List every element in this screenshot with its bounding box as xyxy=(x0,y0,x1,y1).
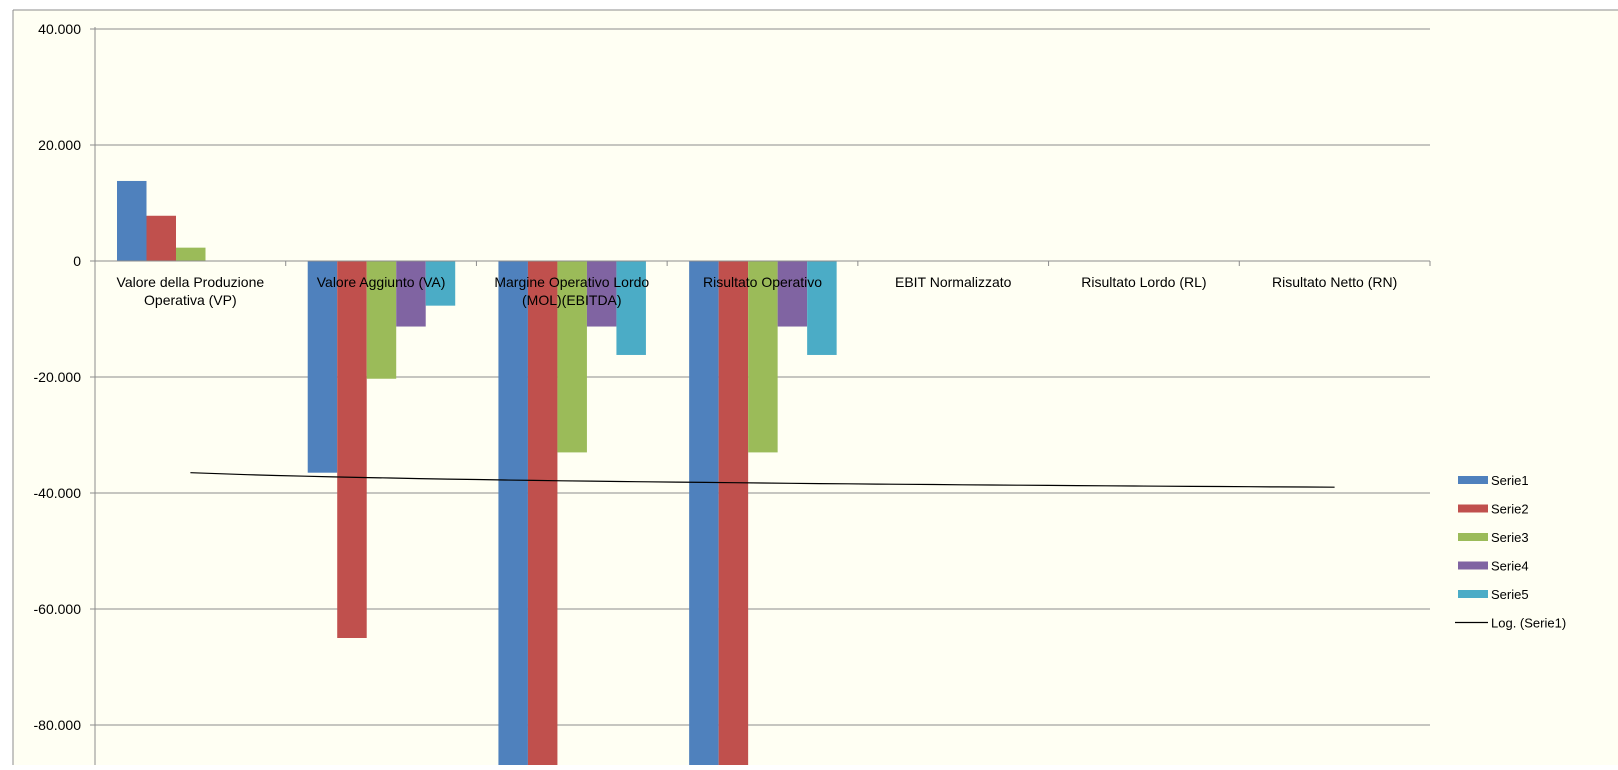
legend-label-serie4: Serie4 xyxy=(1491,559,1529,574)
y-tick-label: -60.000 xyxy=(34,601,82,617)
x-category-label-line: Operativa (VP) xyxy=(144,292,237,308)
bar-serie2-0 xyxy=(146,215,176,261)
bar-serie5-3 xyxy=(807,261,837,355)
legend-swatch-serie1 xyxy=(1458,476,1488,484)
trend-layer xyxy=(190,472,1335,488)
x-category-label-line: Risultato Netto (RN) xyxy=(1272,274,1397,290)
x-category-label: Risultato Lordo (RL) xyxy=(1081,274,1206,290)
legend-label-serie5: Serie5 xyxy=(1491,587,1529,602)
bar-serie5-2 xyxy=(616,261,646,355)
bar-serie5-1 xyxy=(425,261,456,306)
x-category-label-line: Risultato Lordo (RL) xyxy=(1081,274,1206,290)
x-category-label: Risultato Netto (RN) xyxy=(1272,274,1397,290)
y-tick-label: 40.000 xyxy=(38,21,81,37)
plot-background xyxy=(13,10,1618,765)
y-tick-label: -20.000 xyxy=(34,369,82,385)
bar-serie3-0 xyxy=(176,247,206,261)
bars-layer xyxy=(117,180,837,765)
legend-label-serie2: Serie2 xyxy=(1491,502,1529,517)
bar-serie1-0 xyxy=(117,180,147,261)
trendline-log-serie1 xyxy=(190,472,1335,488)
x-category-label-line: Risultato Operativo xyxy=(703,274,822,290)
x-category-label: Risultato Operativo xyxy=(703,274,822,290)
bar-serie1-2 xyxy=(498,261,528,765)
legend-label-trendline: Log. (Serie1) xyxy=(1491,616,1566,631)
y-tick-label: -80.000 xyxy=(34,717,82,733)
bar-serie4-2 xyxy=(586,261,617,327)
legend-swatch-serie4 xyxy=(1458,561,1488,570)
x-category-label-line: Margine Operativo Lordo xyxy=(494,274,649,290)
bar-serie3-1 xyxy=(366,261,397,379)
y-tick-label: 20.000 xyxy=(38,137,81,153)
legend-label-serie3: Serie3 xyxy=(1491,530,1529,545)
bar-serie3-2 xyxy=(557,261,587,453)
x-category-label-line: Valore Aggiunto (VA) xyxy=(317,274,446,290)
y-tick-label: -40.000 xyxy=(34,485,82,501)
bar-serie2-3 xyxy=(718,261,749,765)
legend-label-serie1: Serie1 xyxy=(1491,473,1529,488)
bar-serie1-1 xyxy=(307,261,338,473)
legend-swatch-serie3 xyxy=(1458,533,1488,541)
x-category-label: Valore della Produzione Operativa (VP) xyxy=(117,274,265,308)
x-category-label-line: EBIT Normalizzato xyxy=(895,274,1012,290)
y-tick-label: 0 xyxy=(73,253,81,269)
x-category-label: Margine Operativo Lordo (MOL)(EBITDA) xyxy=(494,274,649,308)
bar-serie4-3 xyxy=(777,261,808,327)
bar-serie1-3 xyxy=(689,261,719,765)
x-category-label-line: Valore della Produzione xyxy=(117,274,265,290)
bar-serie2-1 xyxy=(337,261,367,638)
bar-serie3-3 xyxy=(748,261,778,453)
bar-serie2-2 xyxy=(527,261,558,765)
axis-layer: 40.000 20.000 0 -20.000 -40.000 -60.000 -80.00… xyxy=(34,21,1431,765)
legend-swatch-serie5 xyxy=(1458,590,1488,598)
bar-serie4-1 xyxy=(396,261,426,327)
legend-swatch-serie2 xyxy=(1458,504,1488,513)
legend: Serie1 Serie2 Serie3 Serie4 Serie5 Log. (Seri… xyxy=(1455,473,1566,631)
x-category-label-line: (MOL)(EBITDA) xyxy=(522,292,622,308)
x-category-label: Valore Aggiunto (VA) xyxy=(317,274,446,290)
x-category-label: EBIT Normalizzato xyxy=(895,274,1012,290)
